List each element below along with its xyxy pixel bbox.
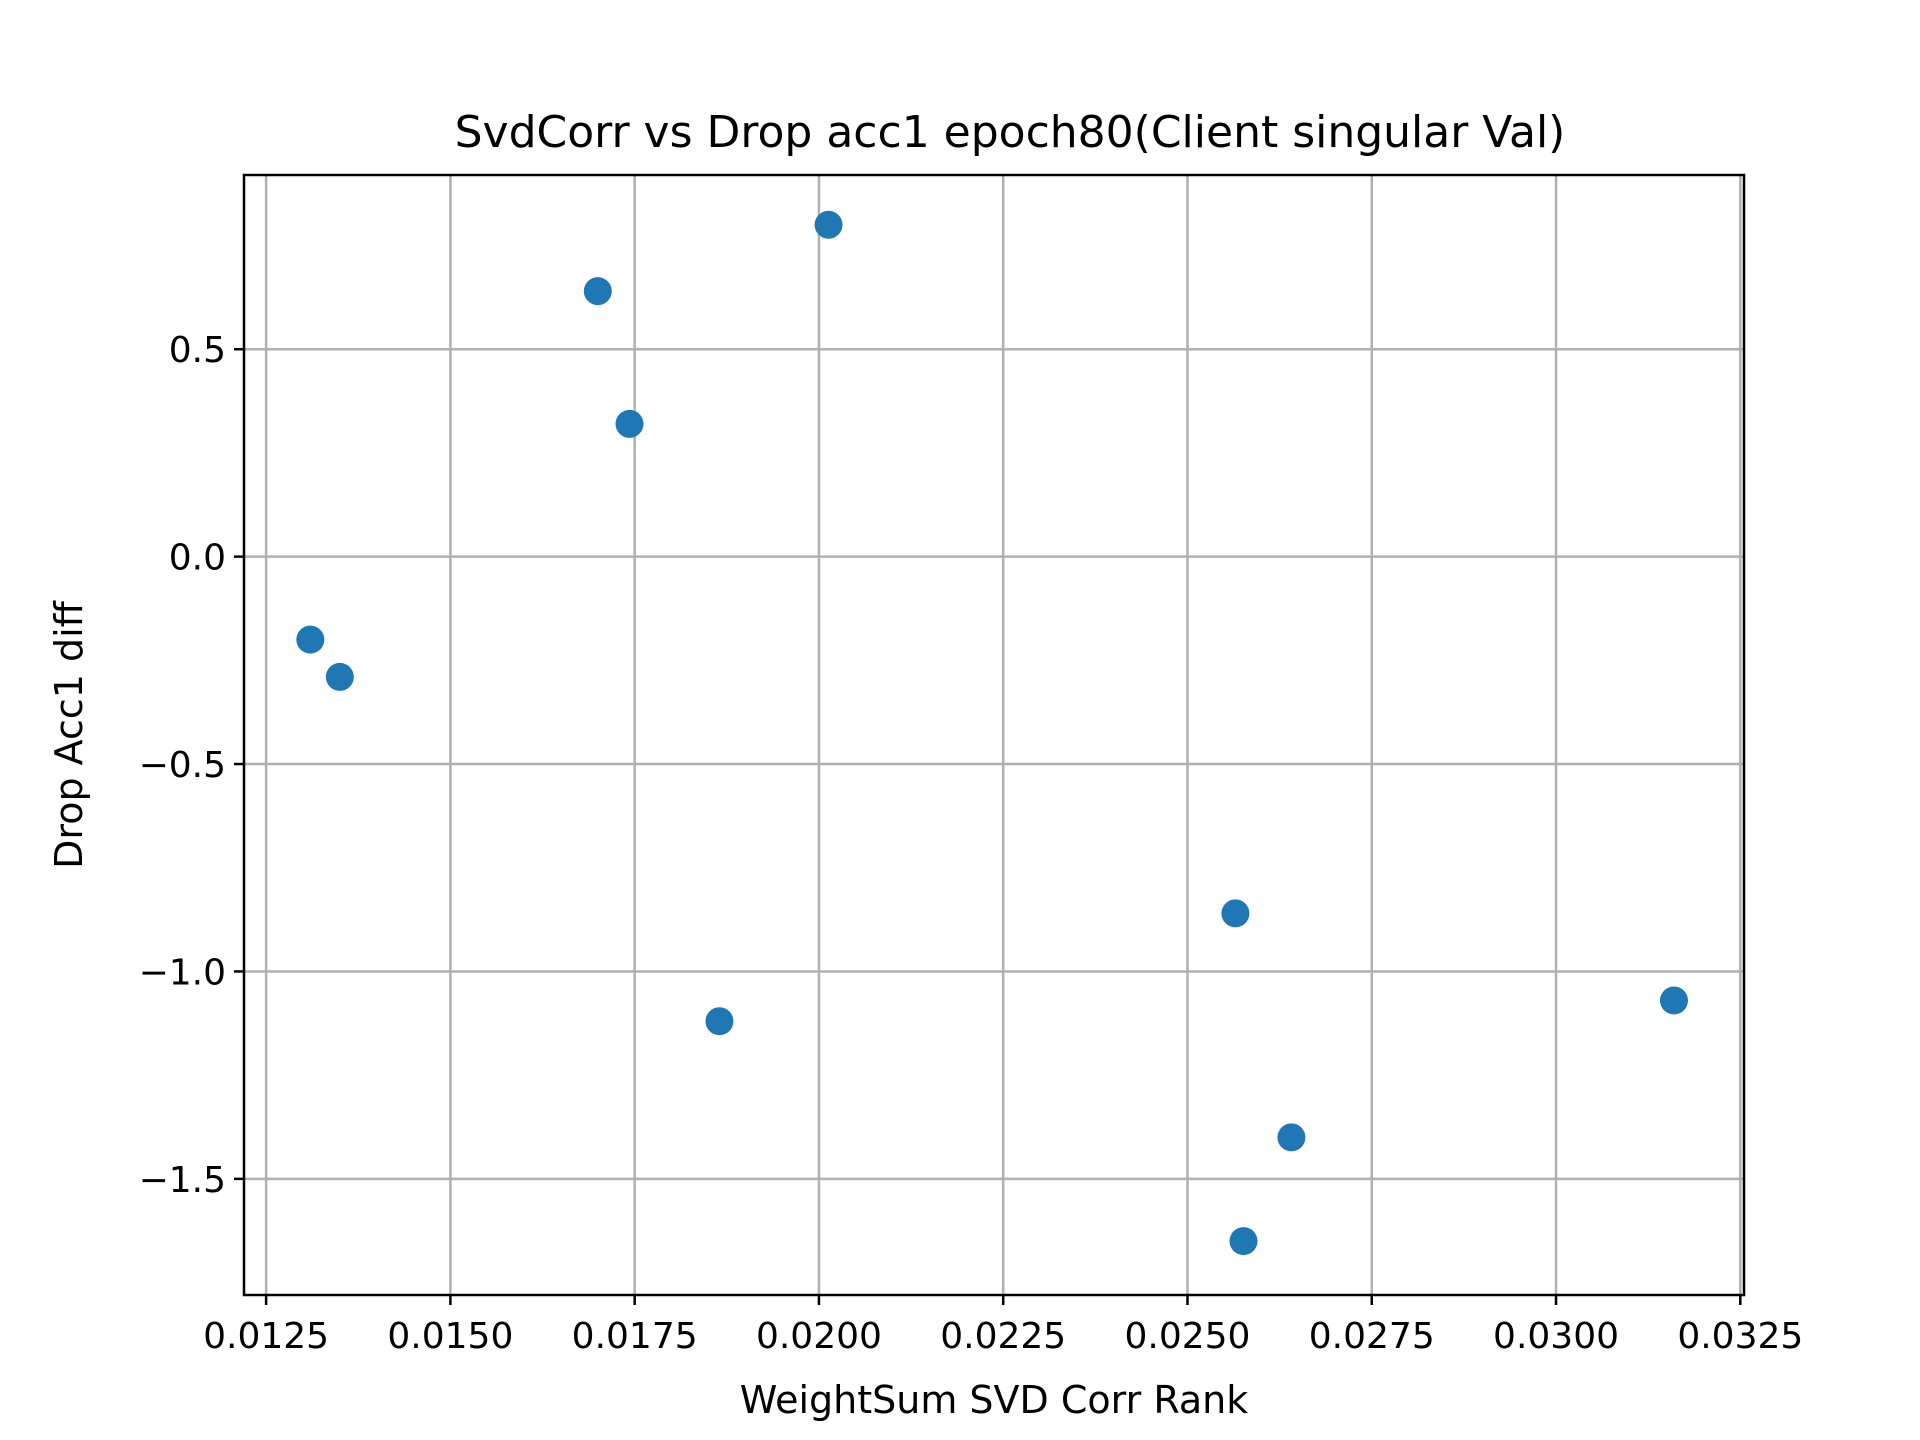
- data-point: [1229, 1227, 1258, 1256]
- data-point: [325, 662, 354, 691]
- data-point: [1277, 1123, 1306, 1152]
- chart-title: SvdCorr vs Drop acc1 epoch80(Client sing…: [455, 107, 1566, 158]
- y-tick-label: 0.5: [169, 330, 226, 371]
- grid-lines: [244, 175, 1744, 1295]
- data-point: [583, 277, 612, 306]
- data-point: [1221, 899, 1250, 928]
- data-point: [296, 625, 325, 654]
- x-tick-label: 0.0250: [1125, 1316, 1251, 1357]
- x-tick-label: 0.0300: [1493, 1316, 1619, 1357]
- axis-ticks: 0.0125 0.0150 0.0175 0.0200 0.0225 0.0250 0.02…: [139, 330, 1804, 1357]
- y-axis-label: Drop Acc1 diff: [47, 600, 91, 869]
- y-tick-label: −0.5: [139, 745, 226, 786]
- data-point: [1659, 986, 1688, 1015]
- y-tick-label: 0.0: [169, 538, 226, 579]
- y-tick-label: −1.5: [139, 1160, 226, 1201]
- data-point: [814, 210, 843, 239]
- data-point: [615, 409, 644, 438]
- x-tick-label: 0.0125: [203, 1316, 329, 1357]
- x-tick-label: 0.0150: [387, 1316, 513, 1357]
- x-tick-label: 0.0200: [756, 1316, 882, 1357]
- y-tick-label: −1.0: [139, 952, 226, 993]
- data-point: [705, 1007, 734, 1036]
- x-tick-label: 0.0325: [1677, 1316, 1803, 1357]
- x-axis-label: WeightSum SVD Corr Rank: [740, 1378, 1249, 1422]
- x-tick-label: 0.0225: [940, 1316, 1066, 1357]
- x-tick-label: 0.0275: [1309, 1316, 1435, 1357]
- plot-frame: [242, 173, 1746, 1297]
- x-tick-label: 0.0175: [572, 1316, 698, 1357]
- data-points: [296, 210, 1688, 1256]
